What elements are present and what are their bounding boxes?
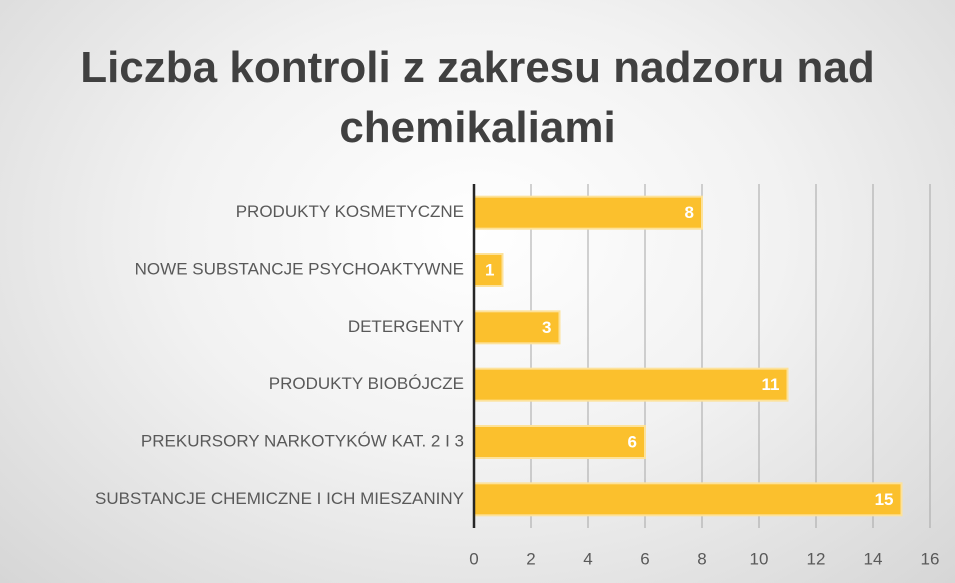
y-tick-label: PREKURSORY NARKOTYKÓW KAT. 2 I 3 <box>141 431 464 450</box>
y-tick-label: SUBSTANCJE CHEMICZNE I ICH MIESZANINY <box>95 489 464 508</box>
y-tick-label: PRODUKTY BIOBÓJCZE <box>269 374 464 393</box>
data-label: 8 <box>685 203 694 222</box>
bar <box>473 195 703 230</box>
data-label: 3 <box>542 318 551 337</box>
x-tick-label: 4 <box>583 549 592 568</box>
bar <box>473 425 646 459</box>
x-tick-label: 12 <box>807 549 826 568</box>
x-tick-label: 6 <box>640 549 649 568</box>
data-label: 1 <box>485 260 494 279</box>
y-tick-label: DETERGENTY <box>348 317 464 336</box>
data-label: 11 <box>762 375 780 394</box>
x-tick-label: 14 <box>864 549 883 568</box>
data-label: 15 <box>875 490 894 509</box>
bar <box>473 367 789 402</box>
x-tick-label: 10 <box>750 549 769 568</box>
x-tick-label: 2 <box>526 549 535 568</box>
x-tick-label: 8 <box>697 549 706 568</box>
y-tick-label: PRODUKTY KOSMETYCZNE <box>236 202 464 221</box>
chart-title: Liczba kontroli z zakresu nadzoru nad ch… <box>80 43 875 152</box>
data-label: 6 <box>628 432 637 451</box>
x-tick-label: 0 <box>469 549 478 568</box>
bar <box>473 253 504 287</box>
bar <box>473 482 903 517</box>
y-tick-label: NOWE SUBSTANCJE PSYCHOAKTYWNE <box>135 259 464 278</box>
x-tick-label: 16 <box>921 549 940 568</box>
